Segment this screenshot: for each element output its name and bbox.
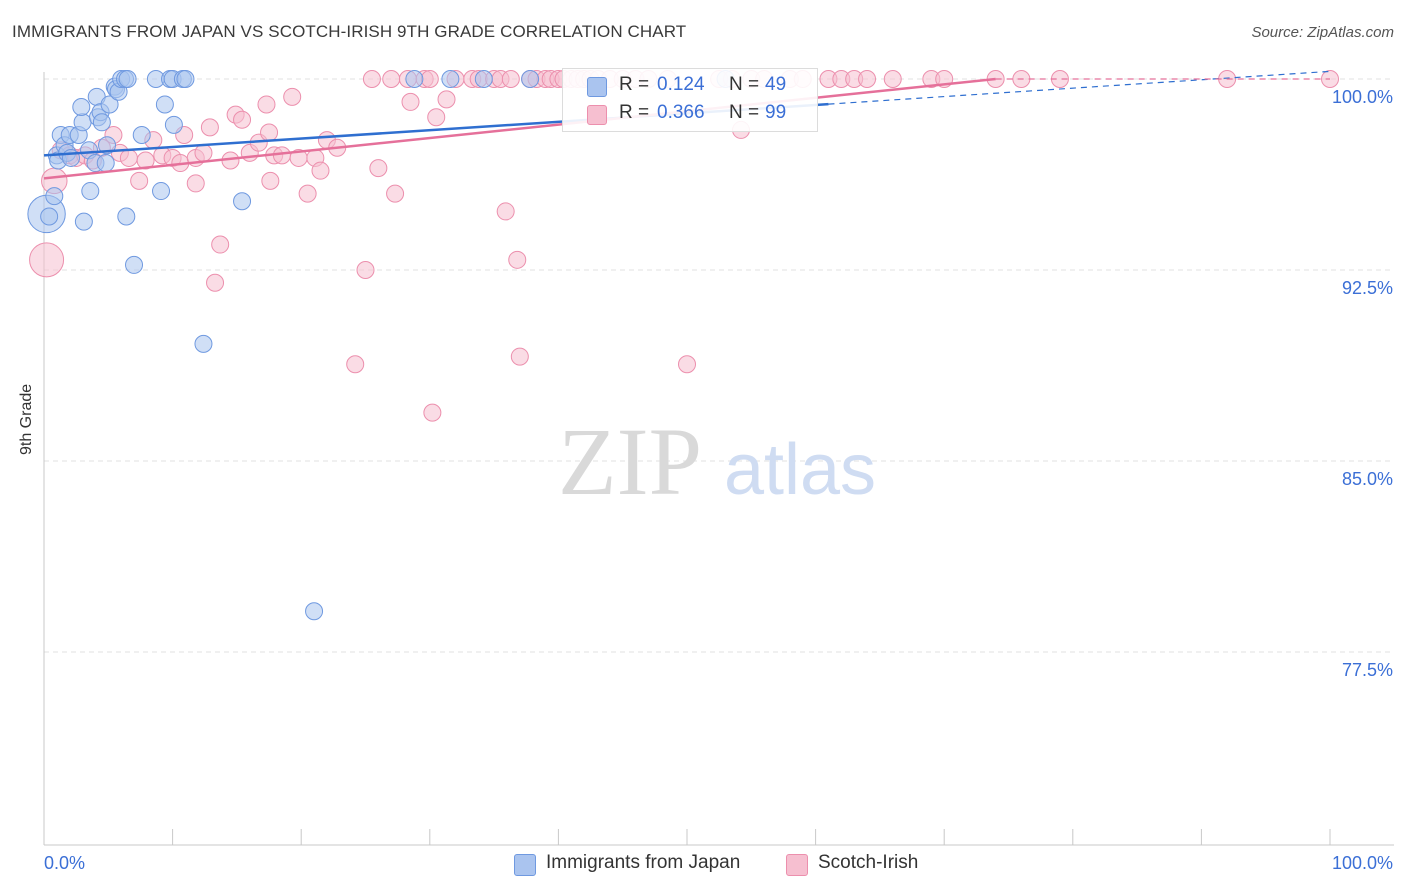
japan-point-11 xyxy=(73,113,92,132)
scotch-point-36 xyxy=(298,184,317,203)
japan-point-31 xyxy=(125,255,144,274)
japan-trend-extension xyxy=(828,70,1331,105)
y-tick-label-3: 77.5% xyxy=(1342,660,1393,680)
scotch-point-90 xyxy=(858,70,877,88)
scotch-point-45 xyxy=(382,70,401,88)
japan-point-38 xyxy=(164,115,183,134)
japan-point-32 xyxy=(132,126,151,145)
scotch-r-label: R = xyxy=(619,102,650,123)
japan-point-40 xyxy=(176,70,195,88)
japan-point-47 xyxy=(521,70,540,88)
japan-n-label: N = xyxy=(729,74,760,95)
scotch-point-62 xyxy=(510,347,529,366)
japan-point-20 xyxy=(92,113,111,132)
scotch-trend-line xyxy=(43,77,996,180)
japan-r-label: R = xyxy=(619,74,650,95)
scotch-point-50 xyxy=(420,70,439,88)
japan-n-value: 49 xyxy=(765,74,787,95)
scotch-point-61 xyxy=(508,250,527,269)
japan-point-41 xyxy=(194,334,213,353)
scotch-point-34 xyxy=(283,87,302,106)
japan-point-1 xyxy=(40,207,59,226)
scotch-point-51 xyxy=(427,108,446,127)
legend-scotch-swatch xyxy=(786,854,808,876)
legend-japan-label: Immigrants from Japan xyxy=(546,852,741,873)
legend-scotch-label: Scotch-Irish xyxy=(818,852,919,873)
scotch-point-32 xyxy=(261,171,280,190)
scotch-point-41 xyxy=(346,355,365,374)
scotch-point-23 xyxy=(206,273,225,292)
scotch-n-label: N = xyxy=(729,102,760,123)
japan-point-35 xyxy=(155,95,174,114)
scotch-point-60 xyxy=(501,70,520,88)
scotch-point-26 xyxy=(233,110,252,129)
scotch-point-0 xyxy=(29,242,65,278)
scotch-point-46 xyxy=(386,184,405,203)
y-tick-label-2: 85.0% xyxy=(1342,469,1393,489)
scotch-point-33 xyxy=(272,146,291,165)
japan-point-43 xyxy=(305,602,324,621)
scotch-point-59 xyxy=(496,202,515,221)
axes xyxy=(43,72,1394,846)
japan-point-22 xyxy=(98,136,117,155)
stats-legend: R = 0.124 N = 49 R = 0.366 N = 99 xyxy=(562,68,818,132)
scotch-point-44 xyxy=(369,159,388,178)
japan-point-15 xyxy=(81,182,100,201)
scotch-point-11 xyxy=(130,171,149,190)
chart-source: Source: ZipAtlas.com xyxy=(1251,24,1394,41)
series-japan xyxy=(27,70,735,621)
scotch-point-22 xyxy=(211,235,230,254)
watermark-atlas: atlas xyxy=(724,430,876,510)
x-tick-label-0: 0.0% xyxy=(44,853,85,873)
japan-point-13 xyxy=(74,212,93,231)
scotch-r-value: 0.366 xyxy=(657,102,705,123)
scotch-point-12 xyxy=(136,151,155,170)
japan-point-21 xyxy=(96,154,115,173)
japan-point-12 xyxy=(72,98,91,117)
japan-point-23 xyxy=(100,95,119,114)
scotch-point-29 xyxy=(257,95,276,114)
scotch-swatch xyxy=(587,105,607,125)
gridlines xyxy=(44,78,1394,653)
japan-point-42 xyxy=(233,192,252,211)
japan-swatch xyxy=(587,77,607,97)
scotch-n-value: 99 xyxy=(765,102,787,123)
japan-point-46 xyxy=(474,70,493,88)
scotch-point-30 xyxy=(260,123,279,142)
scotch-point-47 xyxy=(401,92,420,111)
scotch-point-53 xyxy=(437,90,456,109)
japan-point-45 xyxy=(441,70,460,88)
japan-point-44 xyxy=(405,70,424,88)
chart-title: IMMIGRANTS FROM JAPAN VS SCOTCH-IRISH 9T… xyxy=(12,22,687,41)
japan-point-30 xyxy=(117,207,136,226)
scotch-point-21 xyxy=(200,118,219,137)
watermark-zip: ZIP xyxy=(558,408,702,515)
japan-point-34 xyxy=(152,182,171,201)
scotch-point-79 xyxy=(678,355,696,374)
scotch-point-19 xyxy=(194,143,213,162)
legend-japan-swatch xyxy=(514,854,536,876)
x-tick-label-1: 100.0% xyxy=(1332,853,1393,873)
japan-r-value: 0.124 xyxy=(657,74,705,95)
japan-point-29 xyxy=(118,70,137,88)
japan-point-2 xyxy=(45,187,64,206)
scotch-point-91 xyxy=(883,70,902,88)
scotch-point-43 xyxy=(356,261,375,279)
scotch-point-42 xyxy=(362,70,381,88)
scotch-point-10 xyxy=(119,148,138,167)
scotch-point-20 xyxy=(186,174,205,193)
y-tick-label-1: 92.5% xyxy=(1342,278,1393,298)
tick-labels: 100.0% 92.5% 85.0% 77.5% 0.0% 100.0% xyxy=(44,87,1393,873)
y-tick-label-0: 100.0% xyxy=(1332,87,1393,107)
scotch-point-38 xyxy=(311,161,330,180)
scotch-point-52 xyxy=(423,403,442,422)
